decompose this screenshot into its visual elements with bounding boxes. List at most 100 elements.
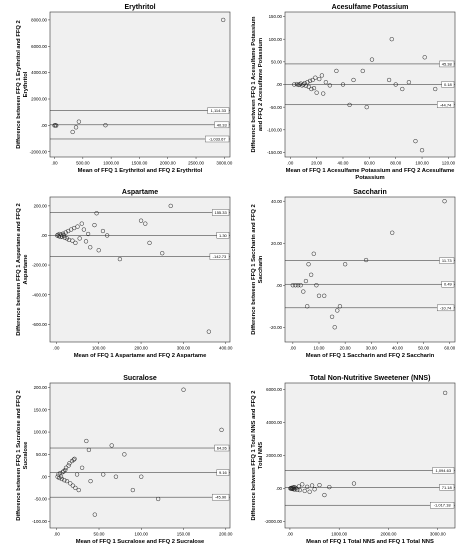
y-axis-label: Aspartame bbox=[23, 254, 29, 285]
data-point bbox=[335, 308, 340, 313]
reference-label: 71.18 bbox=[442, 485, 453, 490]
data-point bbox=[84, 438, 89, 444]
x-tick-label: 2000.00 bbox=[160, 161, 176, 166]
data-point bbox=[72, 456, 77, 461]
y-tick-label: .00 bbox=[41, 123, 48, 128]
data-point bbox=[303, 278, 309, 284]
data-point bbox=[70, 129, 75, 135]
data-point bbox=[79, 221, 84, 226]
x-tick-label: 100.00 bbox=[92, 346, 106, 351]
data-point bbox=[70, 483, 75, 488]
y-tick-label: 40.00 bbox=[271, 199, 283, 204]
y-tick-label: 2000.00 bbox=[266, 453, 282, 458]
data-point bbox=[400, 86, 405, 92]
y-tick-label: .00 bbox=[276, 486, 283, 491]
y-tick-label: -600.00 bbox=[32, 322, 47, 327]
data-point bbox=[390, 230, 395, 235]
y-axis-label: Difference between FFQ 1 Sucralose and F… bbox=[16, 390, 22, 520]
data-point bbox=[303, 83, 309, 89]
data-point bbox=[63, 230, 68, 235]
reference-label: 1.30 bbox=[219, 233, 228, 238]
x-tick-label: 2000.00 bbox=[381, 532, 397, 537]
data-point bbox=[389, 37, 394, 42]
panel-title: Erythritol bbox=[124, 4, 155, 11]
data-point bbox=[314, 283, 319, 288]
reference-label-box bbox=[439, 257, 455, 264]
panel-4: Saccharin -20.00 .00 20.00 40.00 .00 10.00 20.0… bbox=[251, 189, 456, 359]
data-point bbox=[92, 222, 97, 228]
data-point bbox=[109, 443, 114, 448]
panel-5: Sucralose -100.00 -50.00 .00 50.00 100.00 150.… bbox=[16, 375, 233, 545]
data-point bbox=[347, 102, 352, 108]
data-point bbox=[393, 82, 398, 87]
data-point bbox=[413, 138, 418, 144]
reference-label-box bbox=[441, 81, 455, 88]
data-point bbox=[88, 479, 93, 484]
x-tick-label: 100.00 bbox=[135, 532, 149, 537]
plot-area bbox=[49, 382, 231, 529]
x-tick-label: 50.00 bbox=[418, 346, 430, 351]
y-tick-label: 50.00 bbox=[36, 452, 48, 457]
reference-label-box bbox=[430, 502, 455, 509]
data-point bbox=[76, 487, 81, 493]
data-point bbox=[113, 474, 119, 479]
data-point bbox=[301, 82, 306, 87]
y-axis-label: Saccharin bbox=[258, 255, 264, 283]
data-point bbox=[67, 461, 72, 466]
reference-label: 0.49 bbox=[444, 282, 453, 287]
data-point bbox=[77, 236, 82, 241]
data-point bbox=[327, 83, 332, 88]
data-point bbox=[309, 272, 314, 277]
data-point bbox=[181, 387, 186, 392]
data-point bbox=[311, 85, 317, 91]
data-point bbox=[337, 304, 343, 309]
data-point bbox=[310, 77, 315, 83]
data-point bbox=[386, 77, 392, 83]
data-point bbox=[321, 91, 326, 96]
data-point bbox=[307, 78, 313, 84]
data-point bbox=[332, 325, 337, 330]
reference-label: 1,114.33 bbox=[211, 108, 227, 113]
data-point bbox=[319, 73, 325, 78]
y-tick-label: -400.00 bbox=[32, 292, 47, 297]
data-point bbox=[79, 465, 85, 470]
reference-label: 1,094.63 bbox=[436, 468, 452, 473]
x-tick-label: .00 bbox=[287, 161, 294, 166]
data-point bbox=[60, 470, 65, 475]
data-point bbox=[311, 251, 316, 256]
reference-label: 9.16 bbox=[219, 470, 228, 475]
y-tick-label: 20.00 bbox=[271, 241, 283, 246]
data-point bbox=[316, 293, 322, 298]
y-tick-label: -2000.00 bbox=[265, 519, 283, 524]
data-point bbox=[64, 479, 70, 484]
x-tick-label: 40.00 bbox=[392, 346, 404, 351]
data-point bbox=[329, 314, 335, 319]
plot-area bbox=[49, 196, 231, 343]
y-tick-label: -200.00 bbox=[32, 263, 47, 268]
data-point bbox=[369, 57, 375, 62]
reference-label-box bbox=[216, 232, 230, 239]
y-axis-label: Difference between FFQ 1 Erythritol and … bbox=[16, 20, 22, 149]
data-point bbox=[314, 90, 319, 95]
x-axis-label: Mean of FFQ 1 Sucralose and FFQ 2 Sucral… bbox=[76, 539, 205, 545]
data-point bbox=[66, 463, 71, 468]
y-tick-label: -100.00 bbox=[32, 519, 47, 524]
data-point bbox=[317, 483, 322, 488]
y-tick-label: 200.00 bbox=[34, 203, 48, 208]
data-point bbox=[54, 123, 59, 128]
data-point bbox=[312, 487, 317, 492]
x-tick-label: 60.00 bbox=[444, 346, 456, 351]
reference-label-box bbox=[207, 107, 230, 114]
x-tick-label: 10.00 bbox=[314, 346, 326, 351]
y-tick-label: .00 bbox=[276, 82, 283, 87]
data-point bbox=[143, 221, 148, 226]
data-point bbox=[64, 236, 70, 241]
data-point bbox=[406, 80, 412, 85]
y-tick-label: 200.00 bbox=[34, 385, 48, 390]
x-tick-label: 3000.00 bbox=[430, 532, 446, 537]
reference-label-box bbox=[437, 101, 455, 108]
data-point bbox=[322, 492, 327, 498]
data-point bbox=[442, 390, 448, 396]
y-tick-label: 2000.00 bbox=[31, 97, 47, 102]
x-axis-label: Mean of FFQ 1 Saccharin and FFQ 2 Saccha… bbox=[306, 353, 435, 359]
